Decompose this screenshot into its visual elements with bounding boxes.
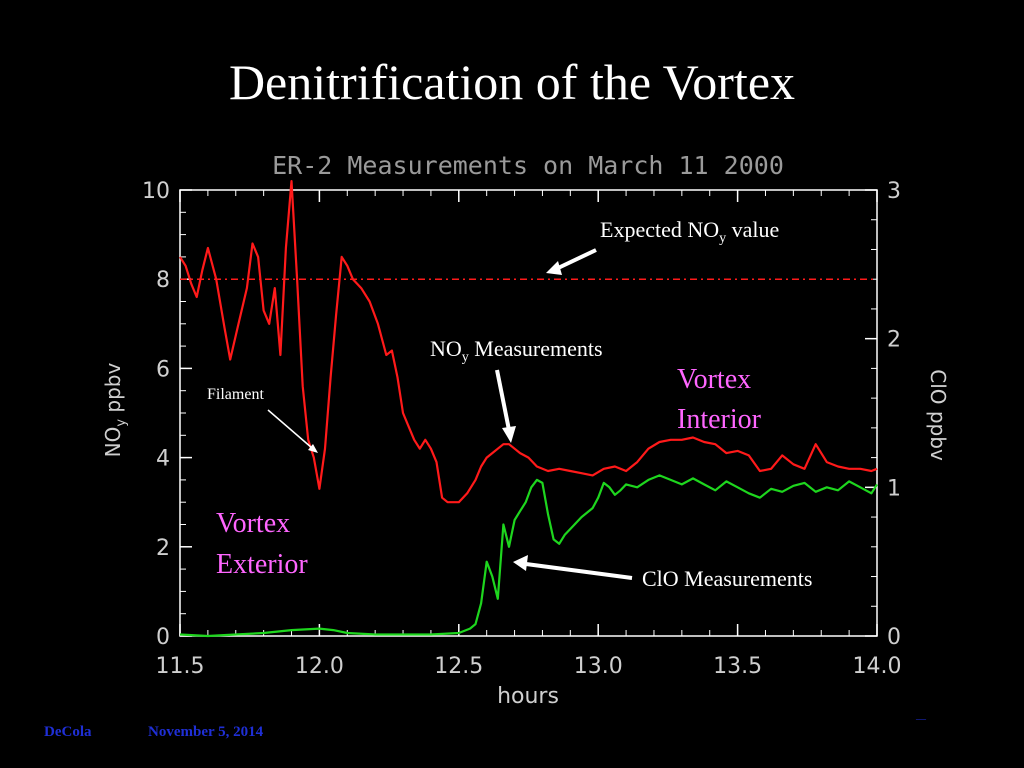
arrow-expected-head (546, 261, 562, 275)
label-vortex-exterior-1: Vortex (216, 508, 290, 539)
noy-series-line (179, 180, 878, 504)
y-tick-label-right: 3 (887, 179, 901, 204)
y-tick-label-left: 6 (156, 357, 170, 382)
clo-series-line (179, 474, 878, 638)
y-tick-label-right: 0 (887, 625, 901, 650)
arrow-filament (267, 409, 313, 449)
chart-series (179, 180, 878, 638)
x-tick-label: 11.5 (156, 654, 205, 679)
annotation-expected: Expected NOy value (600, 217, 779, 246)
annotation-noy: NOy Measurements (430, 336, 603, 365)
y-tick-label-left: 8 (156, 268, 170, 293)
y-axis-label-right: ClO ppbv (926, 369, 950, 461)
y-tick-label-left: 10 (142, 179, 170, 204)
arrow-noy-head (502, 426, 516, 443)
label-vortex-exterior-2: Exterior (216, 549, 308, 580)
x-tick-label: 13.5 (713, 654, 762, 679)
x-tick-label: 13.0 (574, 654, 623, 679)
arrow-filament-head (308, 444, 318, 453)
footer-page: — (916, 714, 926, 725)
footer-author: DeCola (44, 724, 92, 740)
footer-date: November 5, 2014 (148, 724, 264, 740)
arrow-clo (525, 562, 633, 580)
chart-ticks: 11.5 12.0 12.5 13.0 13.5 14.0 0 2 4 6 8 10 0 1 2 3 (142, 179, 901, 679)
arrow-expected (555, 248, 597, 271)
y-tick-label-right: 2 (887, 328, 901, 353)
x-tick-label: 12.5 (434, 654, 483, 679)
x-axis-label: hours (497, 684, 559, 709)
label-vortex-interior-2: Interior (677, 404, 762, 435)
arrow-clo-head (513, 555, 528, 571)
chart-title: ER-2 Measurements on March 11 2000 (272, 151, 784, 180)
y-tick-label-right: 1 (887, 476, 901, 501)
annotation-filament: Filament (207, 386, 264, 403)
y-tick-label-left: 2 (156, 536, 170, 561)
x-tick-label: 14.0 (853, 654, 902, 679)
label-vortex-interior-1: Vortex (677, 364, 751, 395)
y-tick-label-left: 4 (156, 447, 170, 472)
y-tick-label-left: 0 (156, 625, 170, 650)
arrow-noy (495, 369, 511, 431)
annotation-clo: ClO Measurements (642, 566, 812, 591)
y-axis-label-left: NOy ppbv (101, 362, 129, 457)
slide-title: Denitrification of the Vortex (228, 54, 796, 110)
x-tick-label: 12.0 (295, 654, 344, 679)
